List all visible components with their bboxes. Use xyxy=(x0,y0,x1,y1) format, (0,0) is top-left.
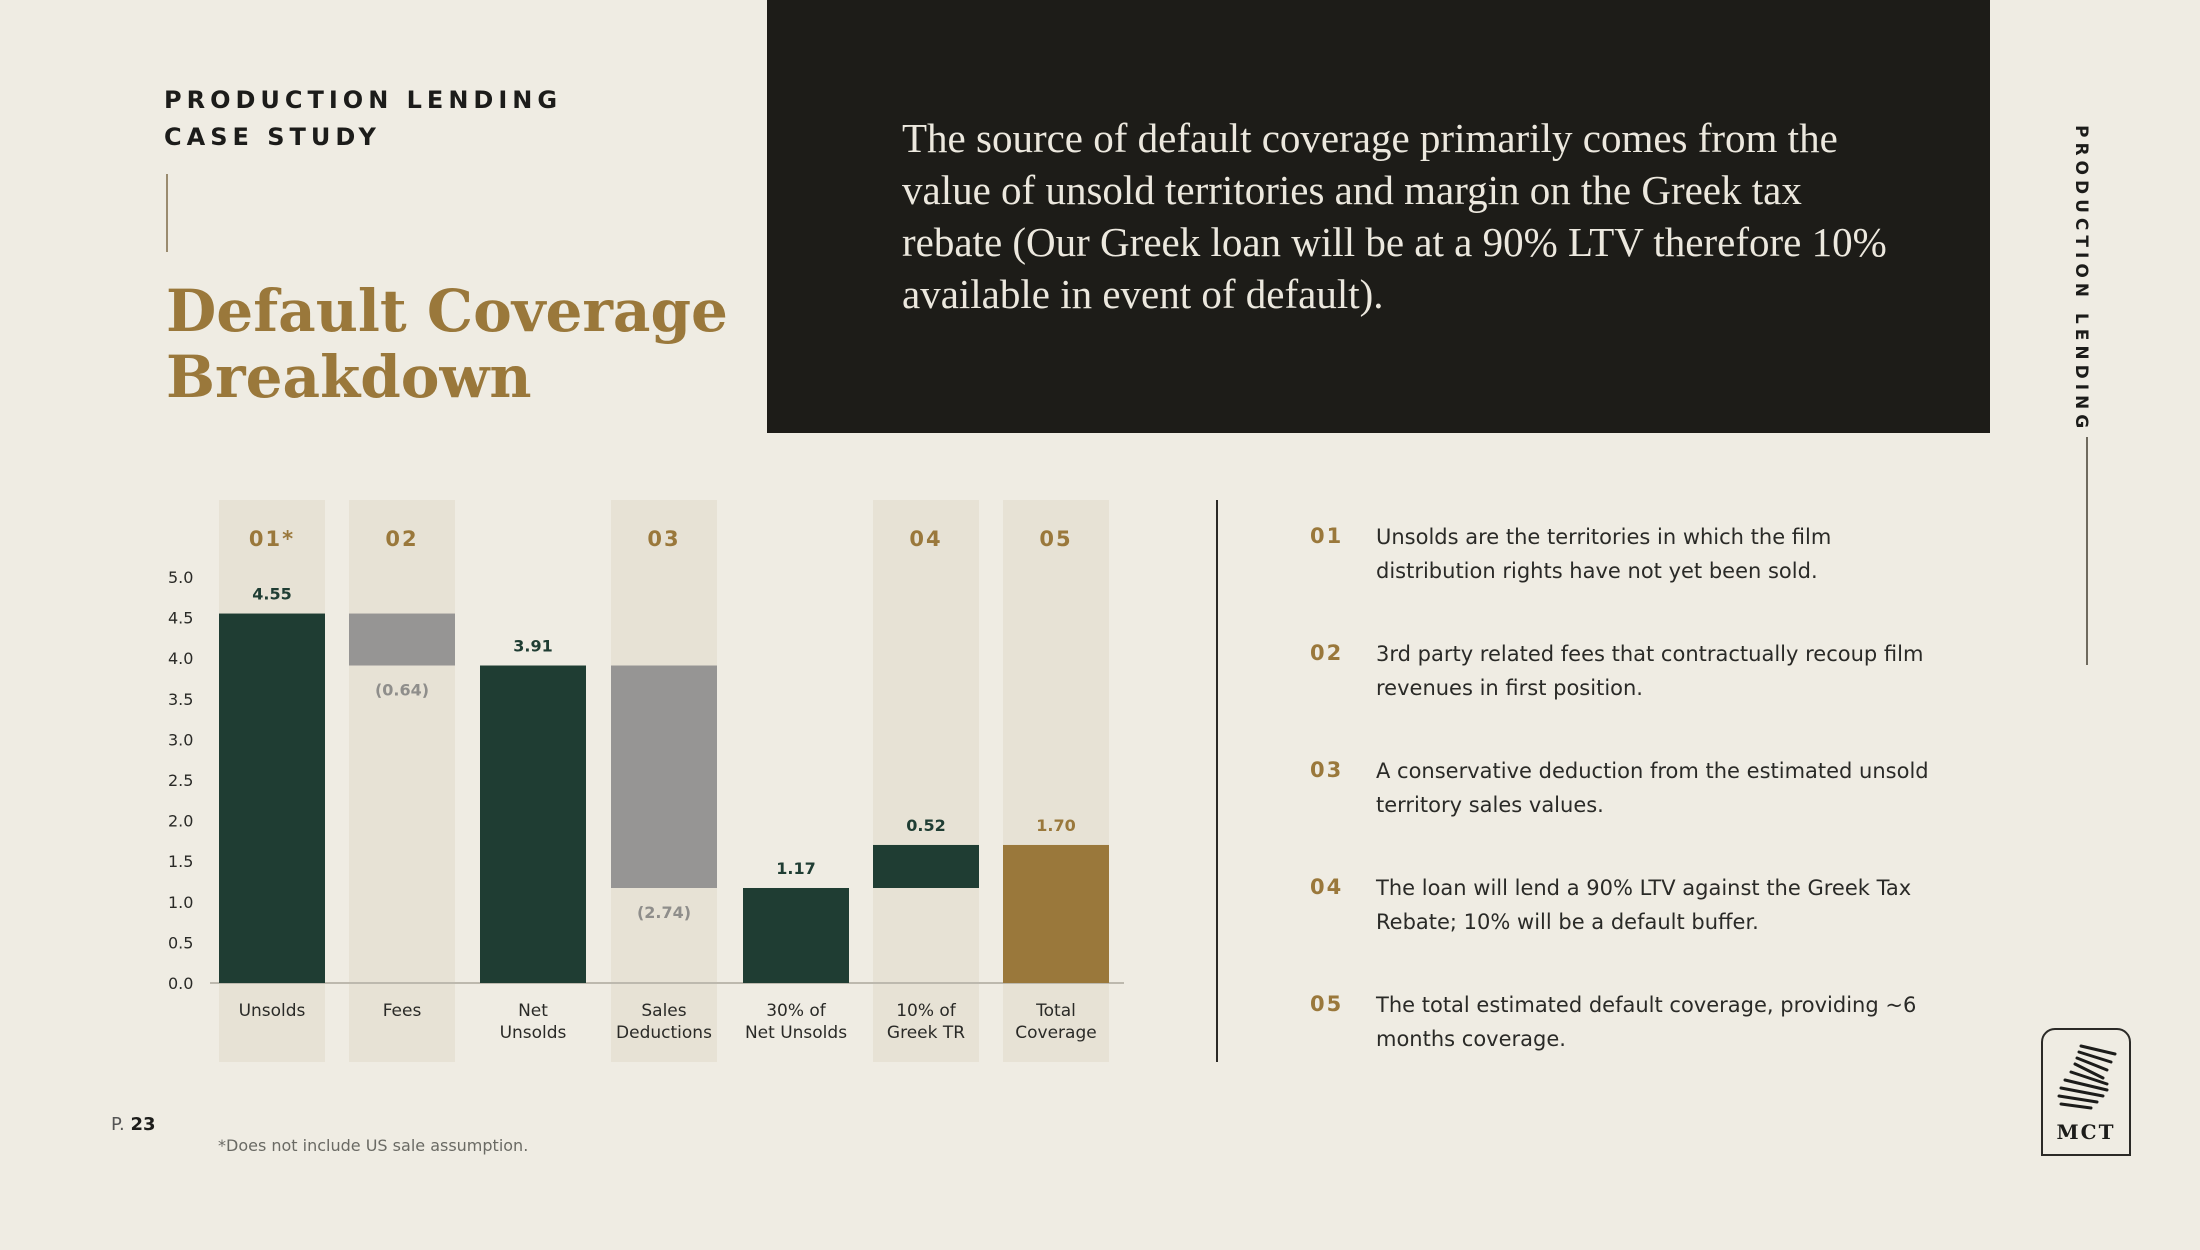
x-tick-label: 30% of xyxy=(766,1001,827,1021)
y-tick-label: 5.0 xyxy=(168,568,193,587)
side-section-label: PRODUCTION LENDING xyxy=(2071,125,2091,434)
accent-rule xyxy=(166,174,168,252)
data-label: 1.17 xyxy=(776,859,815,878)
y-tick-label: 4.5 xyxy=(168,609,193,628)
note-item: 01 Unsolds are the territories in which t… xyxy=(1310,520,1950,637)
page-prefix: P. xyxy=(111,1114,125,1135)
callout-text: The source of default coverage primarily… xyxy=(902,115,1887,317)
x-tick-label: Unsolds xyxy=(500,1023,567,1043)
column-background xyxy=(349,500,455,1062)
data-label: 0.52 xyxy=(906,816,945,835)
footnote: *Does not include US sale assumption. xyxy=(218,1136,529,1155)
y-tick-label: 2.5 xyxy=(168,771,193,790)
mct-logo: MCT xyxy=(2041,1028,2131,1156)
spiral-stair-icon xyxy=(2057,1044,2117,1110)
y-tick-label: 0.5 xyxy=(168,933,193,952)
note-text: The loan will lend a 90% LTV against the… xyxy=(1376,876,1912,934)
page-title-line-2: Breakdown xyxy=(166,343,532,411)
note-text: 3rd party related fees that contractuall… xyxy=(1376,642,1924,700)
column-marker: 01* xyxy=(249,527,295,551)
column-marker: 04 xyxy=(909,527,942,551)
column-marker: 05 xyxy=(1039,527,1072,551)
note-number: 05 xyxy=(1310,992,1344,1016)
x-tick-label: 10% of xyxy=(896,1001,957,1021)
note-text: The total estimated default coverage, pr… xyxy=(1376,993,1917,1051)
data-label: 3.91 xyxy=(513,637,552,656)
bar xyxy=(349,613,455,666)
y-tick-label: 0.0 xyxy=(168,974,193,993)
data-label: (2.74) xyxy=(637,903,691,922)
column-background xyxy=(873,500,979,1062)
note-number: 02 xyxy=(1310,641,1344,665)
y-tick-label: 1.5 xyxy=(168,852,193,871)
side-rule xyxy=(2086,437,2088,665)
bar xyxy=(1003,844,1109,983)
x-tick-label: Coverage xyxy=(1015,1023,1096,1043)
bar xyxy=(480,665,586,983)
page-number: P. 23 xyxy=(111,1114,156,1135)
bar xyxy=(611,665,717,888)
note-text: Unsolds are the territories in which the… xyxy=(1376,525,1832,583)
page-number-value: 23 xyxy=(130,1114,156,1135)
note-item: 04 The loan will lend a 90% LTV against t… xyxy=(1310,871,1950,988)
waterfall-chart: 0.0 0.5 1.0 1.5 2.0 2.5 3.0 3.5 4.0 4.5 5.0 4.55 01*… xyxy=(168,500,1124,1062)
note-item: 02 3rd party related fees that contractua… xyxy=(1310,637,1950,754)
y-tick-label: 3.5 xyxy=(168,690,193,709)
x-tick-label: Deductions xyxy=(616,1023,712,1043)
logo-text: MCT xyxy=(2056,1120,2116,1144)
bar xyxy=(219,613,325,983)
bar xyxy=(743,887,849,983)
data-label: 1.70 xyxy=(1036,816,1075,835)
note-number: 01 xyxy=(1310,524,1344,548)
column-marker: 02 xyxy=(385,527,418,551)
note-number: 03 xyxy=(1310,758,1344,782)
x-tick-label: Sales xyxy=(641,1001,686,1021)
section-divider xyxy=(1216,500,1218,1062)
x-tick-label: Net xyxy=(518,1001,548,1021)
data-label: 4.55 xyxy=(252,585,291,604)
y-tick-label: 4.0 xyxy=(168,649,193,668)
page-title: Default Coverage Breakdown xyxy=(166,278,728,410)
notes-list: 01 Unsolds are the territories in which t… xyxy=(1310,520,1950,1105)
bar xyxy=(873,844,979,888)
x-tick-label: Greek TR xyxy=(887,1023,965,1043)
x-tick-label: Total xyxy=(1035,1001,1076,1021)
page-title-line-1: Default Coverage xyxy=(166,277,728,345)
eyebrow: PRODUCTION LENDING CASE STUDY xyxy=(164,82,562,156)
y-tick-label: 1.0 xyxy=(168,893,193,912)
data-label: (0.64) xyxy=(375,681,429,700)
note-item: 05 The total estimated default coverage, … xyxy=(1310,988,1950,1105)
y-tick-label: 2.0 xyxy=(168,812,193,831)
note-item: 03 A conservative deduction from the esti… xyxy=(1310,754,1950,871)
x-tick-label: Fees xyxy=(383,1001,422,1021)
x-tick-label: Unsolds xyxy=(239,1001,306,1021)
eyebrow-line-2: CASE STUDY xyxy=(164,123,381,151)
column-marker: 03 xyxy=(647,527,680,551)
x-tick-label: Net Unsolds xyxy=(745,1023,847,1043)
note-text: A conservative deduction from the estima… xyxy=(1376,759,1929,817)
note-number: 04 xyxy=(1310,875,1344,899)
eyebrow-line-1: PRODUCTION LENDING xyxy=(164,86,563,114)
y-tick-label: 3.0 xyxy=(168,730,193,749)
callout-panel: The source of default coverage primarily… xyxy=(767,0,1990,433)
